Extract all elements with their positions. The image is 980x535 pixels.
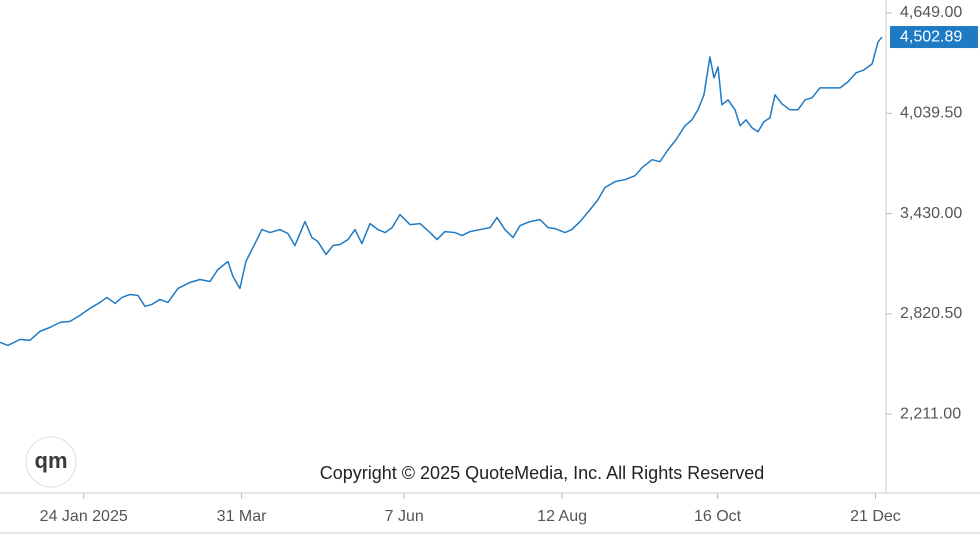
logo-badge [25, 436, 77, 488]
logo: qm [35, 448, 68, 473]
x-tick-label: 7 Jun [385, 508, 424, 525]
y-tick-label: 2,820.50 [900, 305, 962, 322]
x-tick-label: 31 Mar [217, 508, 267, 525]
price-tag: 4,502.89 [900, 28, 962, 45]
y-tick-label: 2,211.00 [900, 405, 961, 422]
copyright: Copyright © 2025 QuoteMedia, Inc. All Ri… [320, 463, 765, 483]
x-tick-label: 24 Jan 2025 [40, 508, 128, 525]
x-tick-label: 12 Aug [537, 508, 587, 525]
x-tick-label: 16 Oct [694, 508, 742, 525]
y-tick-label: 4,649.00 [900, 4, 962, 21]
y-tick-label: 4,039.50 [900, 105, 962, 122]
price-line [0, 36, 883, 347]
price-tag-box [890, 26, 978, 49]
y-tick-label: 3,430.00 [900, 205, 962, 222]
x-tick-label: 21 Dec [850, 508, 901, 525]
